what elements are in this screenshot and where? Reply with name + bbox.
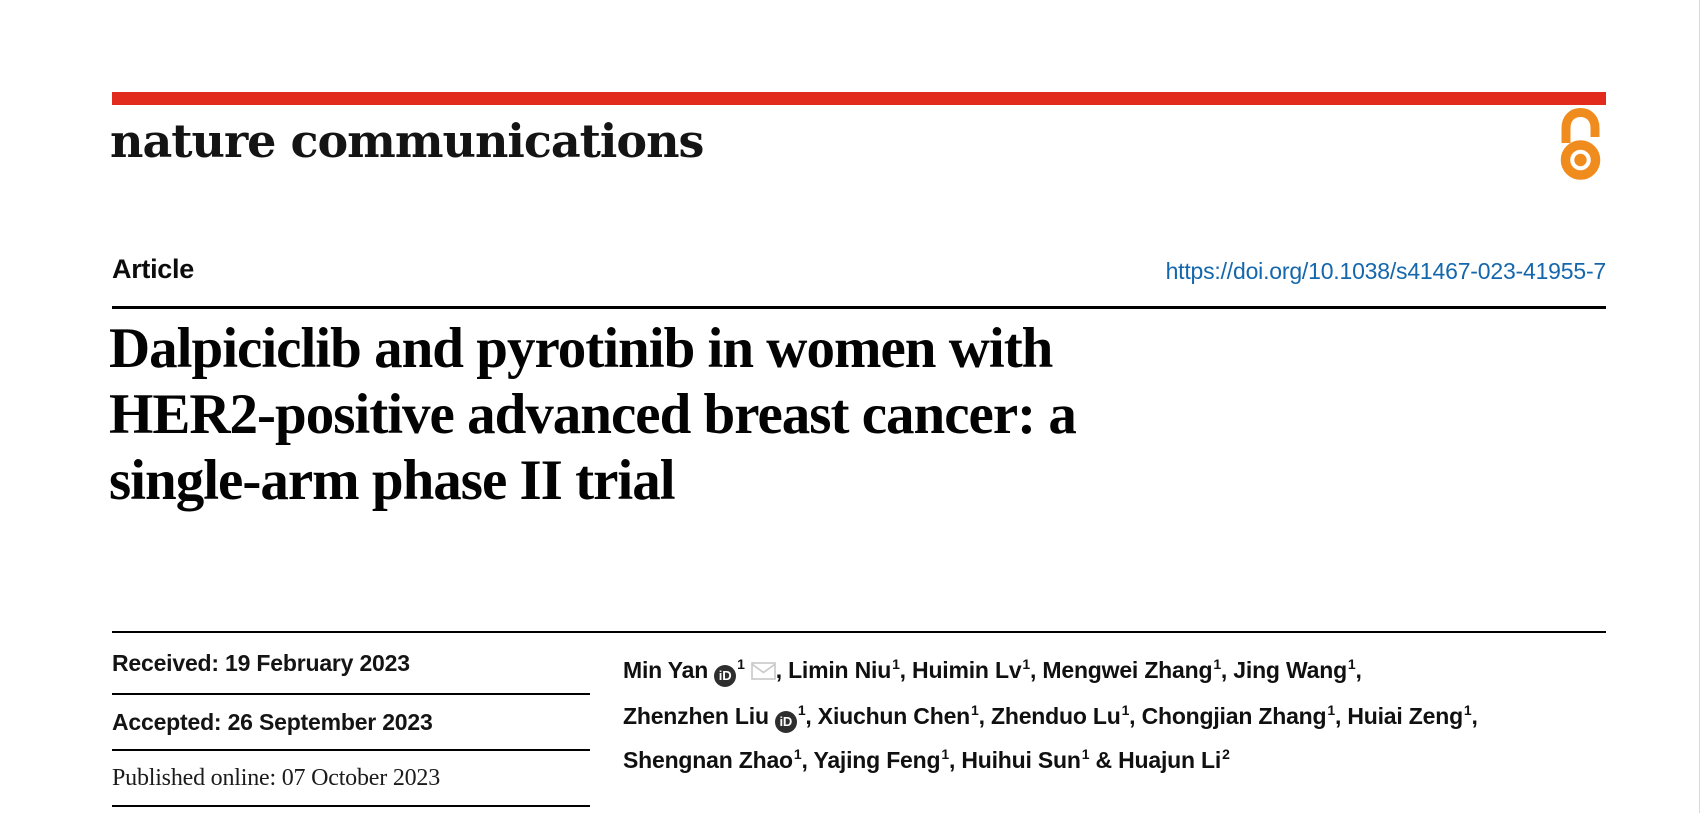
article-type-label: Article xyxy=(112,254,194,284)
paper-title: Dalpiciclib and pyrotinib in women with … xyxy=(109,316,1603,514)
email-icon[interactable] xyxy=(750,653,776,691)
affiliation-superscript: 1 xyxy=(737,656,745,672)
author-line: Shengnan Zhao1, Yajing Feng1, Huihui Sun… xyxy=(623,735,1606,779)
affiliation-superscript: 1 xyxy=(1022,656,1031,672)
published-date: Published online: 07 October 2023 xyxy=(112,764,441,791)
author-separator: , xyxy=(948,747,962,773)
author-name: Jing Wang xyxy=(1233,657,1347,683)
journal-logo: nature communications xyxy=(110,114,704,168)
affiliation-superscript: 1 xyxy=(1463,702,1472,718)
author-separator: , xyxy=(1471,703,1478,729)
affiliation-superscript: 1 xyxy=(1327,702,1335,718)
paper-title-line: Dalpiciclib and pyrotinib in women with xyxy=(109,317,1053,380)
author-name: Zhenduo Lu xyxy=(991,703,1121,729)
affiliation-superscript: 1 xyxy=(1347,656,1356,672)
author-separator: , xyxy=(775,657,789,683)
author-name: Limin Niu xyxy=(788,657,892,683)
title-divider-rule xyxy=(112,306,1606,309)
affiliation-superscript: 2 xyxy=(1222,746,1230,762)
history-dates: Received: 19 February 2023 Accepted: 26 … xyxy=(112,633,590,807)
author-separator: , xyxy=(899,657,913,683)
author-separator: , xyxy=(1355,657,1362,683)
author-lines: Min Yan iD1, Limin Niu1, Huimin Lv1, Meng… xyxy=(623,633,1606,807)
affiliation-superscript: 1 xyxy=(793,746,802,762)
accepted-date-row: Accepted: 26 September 2023 xyxy=(112,695,590,751)
author-separator: , xyxy=(1129,703,1142,729)
orcid-icon[interactable]: iD xyxy=(714,665,737,687)
affiliation-superscript: 1 xyxy=(971,702,979,718)
affiliation-superscript: 1 xyxy=(797,702,806,718)
article-header-row: Article https://doi.org/10.1038/s41467-0… xyxy=(112,254,1606,285)
paper-title-line: HER2-positive advanced breast cancer: a xyxy=(109,383,1077,446)
paper-title-line: single-arm phase II trial xyxy=(109,449,676,512)
affiliation-superscript: 1 xyxy=(892,656,900,672)
received-date-row: Received: 19 February 2023 xyxy=(112,633,590,695)
author-name: Huiai Zeng xyxy=(1347,703,1463,729)
affiliation-superscript: 1 xyxy=(1213,656,1221,672)
affiliation-superscript: 1 xyxy=(1121,702,1130,718)
author-name: Min Yan xyxy=(623,657,709,683)
author-name: Zhenzhen Liu xyxy=(623,703,769,729)
author-name: Huihui Sun xyxy=(961,747,1081,773)
author-name: Huimin Lv xyxy=(912,657,1022,683)
author-separator: , xyxy=(805,703,818,729)
accepted-date: Accepted: 26 September 2023 xyxy=(112,708,433,735)
author-separator: , xyxy=(1220,657,1234,683)
author-name: Shengnan Zhao xyxy=(623,747,793,773)
author-separator: , xyxy=(1334,703,1348,729)
author-separator: , xyxy=(978,703,991,729)
author-line: Min Yan iD1, Limin Niu1, Huimin Lv1, Meng… xyxy=(623,645,1606,691)
published-date-row: Published online: 07 October 2023 xyxy=(112,751,590,807)
author-name: Yajing Feng xyxy=(813,747,941,773)
open-access-icon xyxy=(1556,106,1606,188)
received-date: Received: 19 February 2023 xyxy=(112,649,410,676)
masthead-red-rule xyxy=(112,92,1606,105)
affiliation-superscript: 1 xyxy=(1081,746,1090,762)
author-line: Zhenzhen Liu iD1, Xiuchun Chen1, Zhenduo … xyxy=(623,691,1606,735)
author-name: Huajun Li xyxy=(1118,747,1222,773)
doi-link[interactable]: https://doi.org/10.1038/s41467-023-41955… xyxy=(1165,258,1607,284)
meta-section: Received: 19 February 2023 Accepted: 26 … xyxy=(112,631,1606,807)
author-separator: , xyxy=(801,747,814,773)
author-separator: & xyxy=(1089,747,1119,773)
author-name: Xiuchun Chen xyxy=(817,703,971,729)
author-separator: , xyxy=(1030,657,1043,683)
page-edge-divider xyxy=(1699,0,1700,813)
author-name: Mengwei Zhang xyxy=(1042,657,1213,683)
author-name: Chongjian Zhang xyxy=(1141,703,1327,729)
meta-top-rule xyxy=(112,631,1606,633)
affiliation-superscript: 1 xyxy=(941,746,949,762)
orcid-icon[interactable]: iD xyxy=(774,711,797,733)
